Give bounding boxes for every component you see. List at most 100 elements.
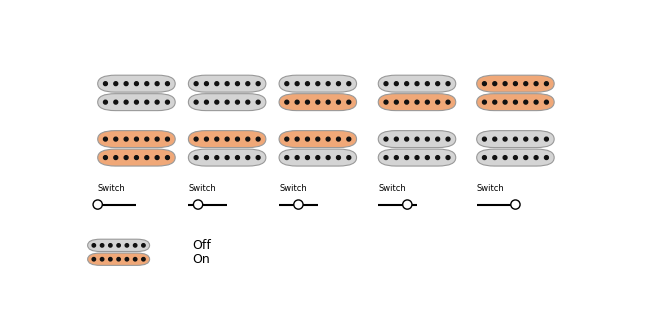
Ellipse shape — [215, 156, 218, 160]
Ellipse shape — [295, 82, 299, 85]
Ellipse shape — [347, 82, 350, 85]
Ellipse shape — [503, 137, 507, 141]
Ellipse shape — [405, 100, 409, 104]
Ellipse shape — [165, 82, 170, 85]
Ellipse shape — [124, 82, 128, 85]
Ellipse shape — [114, 82, 118, 85]
FancyBboxPatch shape — [188, 94, 266, 111]
Ellipse shape — [215, 82, 218, 85]
Ellipse shape — [446, 137, 450, 141]
Ellipse shape — [306, 156, 310, 160]
Ellipse shape — [513, 156, 517, 160]
Ellipse shape — [415, 137, 419, 141]
Ellipse shape — [395, 156, 398, 160]
Ellipse shape — [446, 82, 450, 85]
FancyBboxPatch shape — [476, 94, 554, 111]
Ellipse shape — [524, 137, 528, 141]
Ellipse shape — [145, 156, 149, 160]
Ellipse shape — [384, 137, 388, 141]
Ellipse shape — [135, 156, 139, 160]
Text: Switch: Switch — [379, 184, 406, 193]
Ellipse shape — [114, 156, 118, 160]
FancyBboxPatch shape — [88, 253, 149, 266]
Ellipse shape — [395, 100, 398, 104]
Ellipse shape — [545, 137, 548, 141]
Ellipse shape — [326, 156, 330, 160]
Ellipse shape — [295, 156, 299, 160]
Ellipse shape — [92, 244, 96, 247]
Ellipse shape — [246, 100, 250, 104]
FancyBboxPatch shape — [379, 94, 456, 111]
Ellipse shape — [285, 100, 289, 104]
Ellipse shape — [436, 82, 440, 85]
Ellipse shape — [155, 82, 159, 85]
Ellipse shape — [155, 137, 159, 141]
Ellipse shape — [534, 156, 538, 160]
Ellipse shape — [204, 137, 208, 141]
Ellipse shape — [493, 82, 496, 85]
Ellipse shape — [316, 100, 320, 104]
Ellipse shape — [306, 137, 310, 141]
Ellipse shape — [384, 100, 388, 104]
Ellipse shape — [204, 156, 208, 160]
Ellipse shape — [204, 82, 208, 85]
Ellipse shape — [194, 82, 198, 85]
Ellipse shape — [109, 257, 112, 261]
Ellipse shape — [124, 156, 128, 160]
Ellipse shape — [347, 100, 350, 104]
Ellipse shape — [513, 82, 517, 85]
Ellipse shape — [384, 82, 388, 85]
Ellipse shape — [142, 244, 145, 247]
FancyBboxPatch shape — [379, 149, 456, 166]
Ellipse shape — [425, 82, 429, 85]
Ellipse shape — [446, 156, 450, 160]
Ellipse shape — [109, 244, 112, 247]
Ellipse shape — [503, 82, 507, 85]
Ellipse shape — [336, 137, 340, 141]
Ellipse shape — [103, 156, 107, 160]
Ellipse shape — [425, 137, 429, 141]
Ellipse shape — [336, 82, 340, 85]
Text: Switch: Switch — [98, 184, 125, 193]
Ellipse shape — [246, 156, 250, 160]
FancyBboxPatch shape — [98, 131, 175, 148]
Ellipse shape — [125, 244, 129, 247]
Ellipse shape — [493, 100, 496, 104]
Ellipse shape — [165, 137, 170, 141]
Ellipse shape — [503, 100, 507, 104]
Ellipse shape — [194, 200, 203, 209]
Ellipse shape — [446, 100, 450, 104]
Ellipse shape — [103, 100, 107, 104]
Text: Switch: Switch — [279, 184, 307, 193]
FancyBboxPatch shape — [379, 75, 456, 92]
Ellipse shape — [336, 100, 340, 104]
Ellipse shape — [316, 156, 320, 160]
Ellipse shape — [204, 100, 208, 104]
Ellipse shape — [425, 156, 429, 160]
Ellipse shape — [415, 156, 419, 160]
FancyBboxPatch shape — [279, 149, 356, 166]
Ellipse shape — [306, 82, 310, 85]
Ellipse shape — [415, 82, 419, 85]
Text: On: On — [192, 253, 210, 266]
Ellipse shape — [403, 200, 412, 209]
Ellipse shape — [493, 156, 496, 160]
Text: Off: Off — [192, 239, 211, 252]
FancyBboxPatch shape — [379, 131, 456, 148]
FancyBboxPatch shape — [279, 131, 356, 148]
FancyBboxPatch shape — [476, 131, 554, 148]
FancyBboxPatch shape — [98, 94, 175, 111]
Ellipse shape — [384, 156, 388, 160]
Ellipse shape — [155, 156, 159, 160]
Ellipse shape — [117, 244, 121, 247]
Ellipse shape — [436, 156, 440, 160]
Ellipse shape — [256, 100, 260, 104]
Ellipse shape — [405, 82, 409, 85]
Ellipse shape — [135, 137, 139, 141]
Ellipse shape — [124, 100, 128, 104]
Ellipse shape — [256, 137, 260, 141]
Ellipse shape — [285, 156, 289, 160]
Ellipse shape — [285, 137, 289, 141]
Ellipse shape — [285, 82, 289, 85]
Ellipse shape — [482, 137, 486, 141]
